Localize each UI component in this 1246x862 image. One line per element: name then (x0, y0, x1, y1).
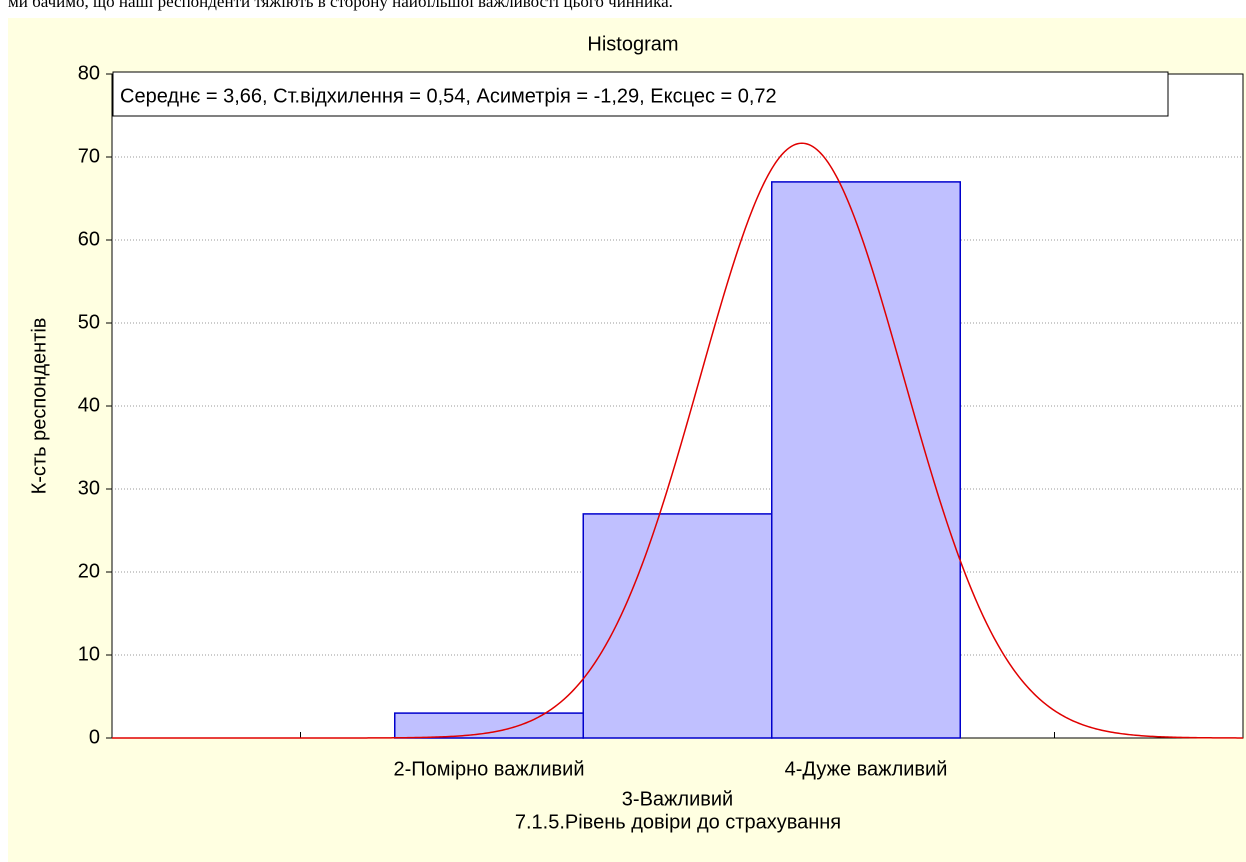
bar (582, 513, 773, 739)
y-tick-label: 70 (78, 145, 100, 167)
y-tick-label: 80 (78, 62, 100, 84)
y-tick-label: 50 (78, 311, 100, 333)
x-tick-label: 2-Помірно важливий (393, 758, 584, 780)
y-tick-label: 30 (78, 477, 100, 499)
bar (771, 181, 961, 739)
y-tick-label: 20 (78, 560, 100, 582)
x-axis-label: 7.1.5.Рівень довіри до страхування (515, 811, 841, 833)
stats-text: Середнє = 3,66, Ст.відхилення = 0,54, Ас… (120, 85, 777, 107)
x-tick-label: 4-Дуже важливий (785, 758, 948, 780)
y-tick-label: 60 (78, 228, 100, 250)
x-tick-label: 3-Важливий (622, 788, 733, 810)
bar (394, 712, 584, 739)
y-tick-label: 40 (78, 394, 100, 416)
y-tick-label: 10 (78, 643, 100, 665)
y-tick-label: 0 (89, 726, 100, 748)
chart-title: Histogram (587, 33, 678, 55)
y-axis-label: К-сть респондентів (28, 318, 50, 495)
stats-box (112, 71, 1169, 117)
context-text: ми бачимо, що наші респонденти тяжіють в… (8, 0, 673, 11)
normal-fit-curve (112, 142, 1243, 739)
